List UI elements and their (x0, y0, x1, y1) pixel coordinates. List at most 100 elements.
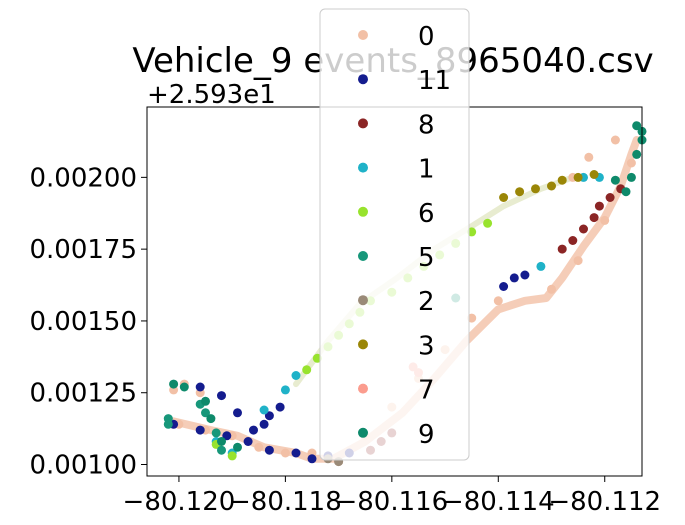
legend-marker (358, 383, 368, 394)
legend-label: 9 (418, 420, 435, 450)
legend-label: 8 (418, 110, 435, 140)
legend-item: 3 (358, 331, 435, 361)
data-point (307, 454, 317, 464)
data-point (254, 442, 264, 452)
data-point (233, 442, 242, 452)
data-point (632, 121, 642, 131)
data-point (206, 414, 216, 424)
data-point (195, 382, 205, 392)
data-point (264, 445, 274, 455)
data-point (163, 419, 173, 429)
data-point (291, 448, 301, 458)
legend-item: 9 (358, 420, 435, 450)
data-point (547, 181, 556, 191)
data-point (589, 213, 599, 223)
legend-item: 11 (358, 66, 451, 96)
data-point (520, 270, 530, 280)
data-point (211, 428, 221, 438)
x-tick-label: −80.118 (229, 487, 342, 517)
legend-label: 2 (418, 287, 435, 317)
data-point (280, 448, 290, 458)
y-tick-label: 0.00175 (29, 235, 137, 265)
legend-label: 11 (418, 66, 451, 96)
legend-marker (358, 30, 368, 40)
data-point (222, 431, 232, 441)
data-point (233, 408, 242, 418)
x-tick-label: −80.112 (548, 487, 661, 517)
y-tick-label: 0.00150 (29, 307, 137, 337)
data-point (291, 371, 301, 380)
legend-marker (358, 339, 368, 350)
legend-marker (358, 74, 368, 85)
data-point (515, 187, 525, 197)
y-axis: 0.00100 0.00125 0.00150 0.00175 0.00200 (29, 163, 147, 481)
data-point (573, 256, 583, 266)
data-point (264, 411, 274, 421)
legend-label: 3 (418, 331, 435, 361)
data-point (217, 437, 226, 446)
data-point (632, 149, 642, 159)
data-point (243, 437, 253, 446)
data-point (626, 172, 636, 182)
legend-marker (358, 118, 368, 129)
data-point (547, 284, 556, 294)
data-point (217, 391, 226, 401)
legend-item: 8 (358, 110, 435, 140)
data-point (259, 419, 269, 429)
data-point (626, 158, 636, 168)
data-point (621, 187, 631, 197)
data-point (169, 379, 179, 389)
series-9 (169, 121, 647, 452)
data-point (509, 273, 519, 283)
legend-item: 7 (358, 376, 435, 406)
data-point (275, 402, 285, 412)
data-point (493, 296, 503, 306)
legend-marker (358, 251, 368, 261)
y-tick-label: 0.00125 (29, 379, 137, 409)
data-point (201, 408, 210, 418)
data-point (227, 451, 237, 461)
legend-marker (358, 162, 368, 173)
data-point (557, 175, 567, 185)
x-tick-label: −80.120 (123, 487, 236, 517)
data-point (536, 261, 546, 271)
y-tick-label: 0.00200 (29, 163, 137, 193)
x-axis: −80.120−80.118−80.116−80.114−80.112 (123, 476, 661, 517)
legend-item: 1 (358, 155, 435, 185)
data-point (280, 385, 290, 395)
legend: 0 11 8 1 6 5 2 3 7 9 (319, 8, 470, 461)
data-point (600, 215, 610, 225)
data-point (179, 382, 189, 392)
data-point (579, 224, 588, 234)
legend-label: 0 (418, 22, 435, 52)
data-point (499, 193, 509, 202)
data-point (557, 244, 567, 254)
data-point (201, 396, 210, 406)
legend-marker (358, 427, 368, 438)
data-point (249, 425, 258, 435)
data-point (610, 175, 620, 185)
data-point (531, 184, 540, 194)
legend-marker (358, 295, 368, 306)
legend-item: 2 (358, 287, 435, 317)
data-point (594, 201, 604, 211)
data-point (499, 282, 509, 291)
legend-item: 0 (358, 22, 435, 52)
legend-marker (358, 206, 368, 217)
data-point (605, 193, 615, 202)
data-point (259, 405, 269, 415)
legend-box (319, 8, 470, 461)
data-point (195, 425, 205, 435)
legend-item: 6 (358, 199, 435, 229)
data-point (302, 365, 312, 375)
x-tick-label: −80.114 (442, 487, 555, 517)
y-offset-label: +2.593e1 (147, 80, 276, 110)
data-point (573, 172, 583, 182)
legend-label: 6 (418, 199, 435, 229)
data-point (589, 170, 599, 179)
data-point (584, 152, 594, 162)
data-point (483, 218, 493, 228)
legend-label: 1 (418, 155, 435, 185)
data-point (217, 445, 226, 455)
